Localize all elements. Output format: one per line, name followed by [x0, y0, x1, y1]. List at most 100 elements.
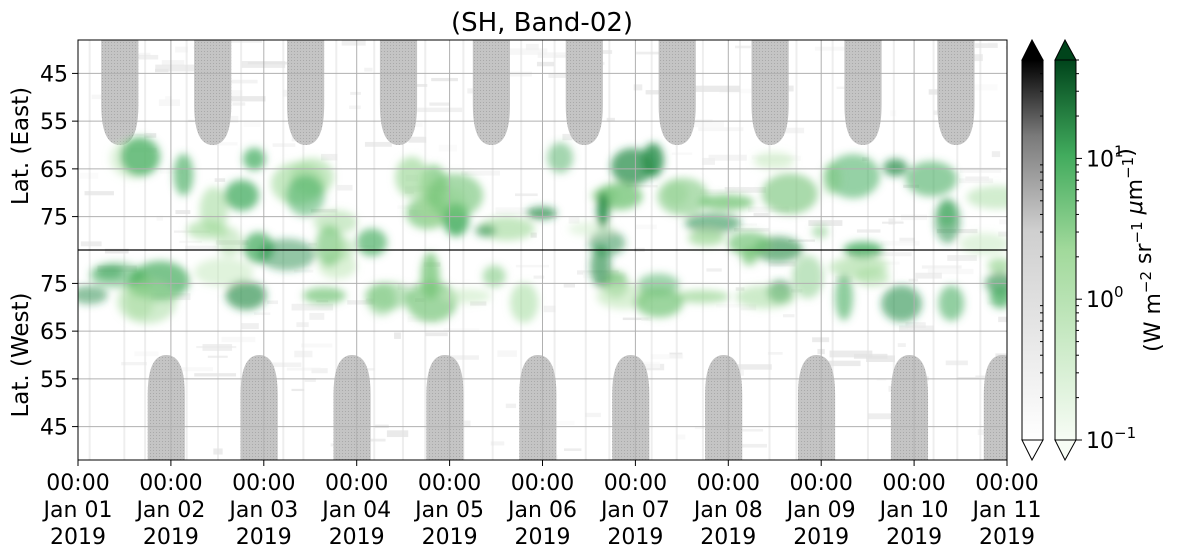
radiance-patch — [938, 200, 957, 228]
ytick-label: 75 — [40, 272, 68, 297]
radiance-patch — [735, 285, 796, 309]
colorbar-green — [1054, 38, 1077, 462]
mask-top-8 — [844, 40, 882, 145]
texture-cell — [158, 99, 181, 107]
texture-cell — [525, 43, 539, 51]
radiance-patch — [194, 257, 254, 287]
xtick-label: Jan 08 — [692, 498, 763, 523]
texture-cell — [309, 312, 325, 320]
texture-cell — [921, 265, 962, 269]
chart-title: (SH, Band-02) — [451, 8, 633, 38]
texture-cell — [702, 157, 715, 165]
texture-cell — [998, 316, 1007, 323]
ytick-label: 55 — [40, 368, 68, 393]
xtick-label: 00:00 — [325, 471, 388, 496]
texture-cell — [467, 170, 500, 176]
xtick-label: 2019 — [607, 525, 663, 550]
texture-cell — [908, 278, 919, 282]
xtick-label: 00:00 — [789, 471, 852, 496]
colorbar-green-extend-min — [1054, 439, 1077, 462]
radiance-patch — [426, 173, 484, 218]
texture-cell — [733, 228, 770, 232]
texture-stripe — [1050, 40, 1052, 460]
colorbar-tick-label: 100 — [1086, 283, 1124, 313]
radiance-patch — [826, 154, 881, 199]
texture-cell — [808, 220, 843, 226]
texture-cell — [441, 355, 479, 360]
texture-cell — [497, 350, 517, 357]
colorbar-gray — [1021, 38, 1044, 462]
radiance-patch — [811, 225, 829, 239]
texture-cell — [221, 336, 256, 343]
radiance-patch — [596, 192, 609, 228]
radiance-patch — [835, 273, 853, 321]
texture-cell — [347, 300, 376, 305]
texture-cell — [240, 323, 259, 330]
texture-cell — [767, 351, 783, 355]
texture-cell — [927, 268, 974, 275]
radiance-patch — [333, 237, 355, 260]
colorbar-gray-extend-max — [1021, 38, 1044, 61]
texture-cell — [915, 272, 942, 279]
mask-bottom-7 — [797, 355, 836, 460]
texture-cell — [408, 136, 427, 143]
radiance-patch — [698, 194, 754, 211]
texture-cell — [230, 40, 262, 43]
texture-cell — [211, 142, 238, 146]
mask-bottom-6 — [705, 355, 743, 460]
texture-cell — [170, 367, 214, 372]
mask-bottom-4 — [519, 355, 557, 460]
texture-cell — [698, 127, 744, 132]
texture-cell — [155, 64, 197, 72]
xtick-label: 00:00 — [975, 471, 1038, 496]
texture-cell — [753, 212, 769, 217]
texture-cell — [899, 325, 934, 333]
texture-cell — [641, 317, 652, 322]
texture-cell — [179, 240, 202, 243]
texture-cell — [226, 96, 266, 102]
texture-cell — [121, 362, 147, 366]
radiance-patch — [173, 153, 194, 196]
radiance-patch — [684, 212, 742, 234]
texture-cell — [998, 231, 1007, 237]
texture-cell — [822, 360, 861, 367]
radiance-patch — [124, 283, 155, 319]
texture-cell — [350, 91, 361, 95]
y-axis: 45 55 65 75 75 65 55 45 — [40, 62, 78, 441]
radiance-patch — [364, 282, 412, 310]
texture-cell — [736, 364, 772, 370]
texture-cell — [429, 102, 450, 106]
texture-stripe — [1077, 40, 1079, 460]
radiance-patch — [224, 179, 259, 211]
mask-top-2 — [287, 40, 325, 145]
texture-cell — [562, 133, 573, 141]
texture-cell — [341, 40, 366, 46]
texture-cell — [975, 43, 998, 48]
texture-cell — [311, 368, 328, 374]
radiance-patch — [905, 161, 958, 197]
texture-cell — [888, 218, 896, 225]
texture-cell — [310, 208, 338, 213]
texture-stripe — [1018, 40, 1020, 460]
texture-cell — [175, 46, 188, 53]
radiance-patch — [482, 265, 506, 288]
texture-cell — [394, 332, 401, 339]
texture-cell — [537, 52, 567, 58]
texture-cell — [812, 337, 830, 343]
radiance-patch — [315, 225, 344, 267]
texture-cell — [364, 67, 373, 72]
xtick-label: 00:00 — [46, 471, 109, 496]
xtick-label: Jan 05 — [413, 498, 484, 523]
radiance-patch — [881, 285, 922, 323]
xtick-label: 00:00 — [139, 471, 202, 496]
xtick-label: Jan 06 — [506, 498, 577, 523]
radiance-patch — [89, 262, 145, 288]
xtick-label: 2019 — [700, 525, 756, 550]
xtick-label: 2019 — [50, 525, 106, 550]
mask-top-6 — [658, 40, 696, 145]
ylabel-west: Lat. (West) — [8, 292, 34, 417]
texture-cell — [724, 187, 766, 193]
texture-cell — [873, 252, 912, 257]
mask-bottom-3 — [426, 355, 464, 460]
